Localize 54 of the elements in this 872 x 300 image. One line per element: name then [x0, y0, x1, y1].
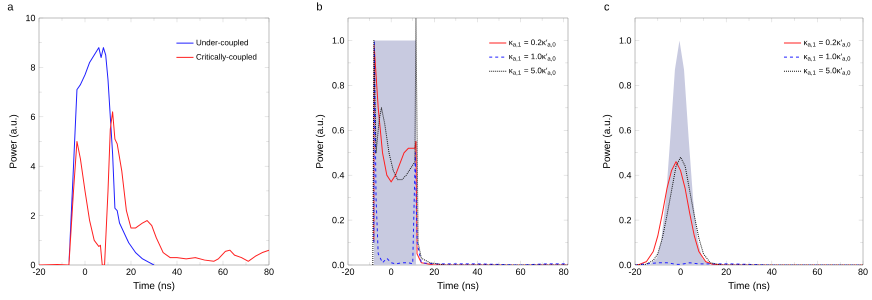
y-axis-title: Power (a.u.) — [316, 114, 326, 168]
x-axis-title: Time (ns) — [133, 282, 174, 292]
y-tick-label: 4 — [30, 163, 36, 170]
x-tick-label: 40 — [472, 268, 482, 275]
legend-label: κ$_{a,1}$ = 5.0κ′$_{a,0}$ — [509, 68, 556, 76]
x-tick-label: 80 — [559, 268, 568, 275]
x-axis-title: Time (ns) — [437, 282, 478, 292]
chart-title: b — [317, 2, 322, 10]
x-tick-label: 80 — [858, 268, 868, 275]
x-tick-label: 0 — [82, 268, 88, 275]
y-tick-label: 1.0 — [620, 37, 632, 44]
y-tick-label: 0.2 — [332, 216, 344, 224]
x-tick-label: 20 — [126, 268, 136, 275]
y-tick-label: 0 — [30, 262, 36, 268]
y-tick-label: 0.4 — [619, 172, 632, 178]
y-tick-label: 0.4 — [332, 172, 344, 178]
y-tick-label: 0.2 — [619, 216, 632, 224]
x-tick-label: 60 — [812, 268, 822, 275]
x-tick-label: 20 — [722, 268, 731, 275]
y-tick-label: 0.0 — [619, 262, 632, 268]
y-tick-label: 0.8 — [332, 82, 344, 89]
legend-label: κ$_{a,1}$ = 0.2κ′$_{a,0}$ — [804, 39, 850, 48]
y-tick-label: 0.8 — [619, 82, 632, 89]
y-tick-label: 1.0 — [332, 37, 344, 44]
chart-title: a — [8, 4, 14, 10]
chart-title: c — [604, 4, 610, 10]
y-tick-label: 0.0 — [332, 262, 344, 268]
x-axis-title: Time (ns) — [728, 282, 770, 292]
y-tick-label: 0.6 — [332, 127, 344, 134]
x-tick-label: 40 — [172, 268, 182, 275]
x-tick-label: 20 — [430, 268, 439, 275]
x-tick-label: 0 — [678, 268, 683, 275]
y-tick-label: 0.6 — [619, 127, 632, 134]
x-tick-label: -20 — [342, 268, 354, 275]
y-tick-label: 2 — [30, 212, 36, 219]
x-tick-label: 0 — [388, 268, 394, 275]
y-tick-label: 8 — [30, 64, 36, 71]
legend-label: κ$_{a,1}$ = 1.0κ′$_{a,0}$ — [804, 54, 850, 62]
y-axis-title: Power (a.u.) — [602, 114, 612, 168]
x-tick-label: 60 — [516, 268, 526, 275]
x-tick-label: -20 — [628, 268, 642, 275]
legend-label: Critically-coupled — [196, 54, 256, 62]
legend-label: κ$_{a,1}$ = 5.0κ′$_{a,0}$ — [804, 68, 850, 76]
line-series — [39, 111, 269, 265]
legend-label: κ$_{a,1}$ = 1.0κ′$_{a,0}$ — [509, 54, 556, 62]
x-tick-label: 80 — [264, 268, 274, 275]
y-tick-label: 6 — [30, 114, 36, 120]
y-tick-label: 10 — [26, 14, 36, 22]
x-tick-label: 40 — [767, 268, 776, 275]
legend-label: κ$_{a,1}$ = 0.2κ′$_{a,0}$ — [509, 39, 556, 48]
x-tick-label: -20 — [32, 268, 46, 275]
legend-label: Under-coupled — [196, 39, 248, 47]
x-tick-label: 60 — [218, 268, 228, 275]
y-axis-title: Power (a.u.) — [9, 114, 19, 168]
